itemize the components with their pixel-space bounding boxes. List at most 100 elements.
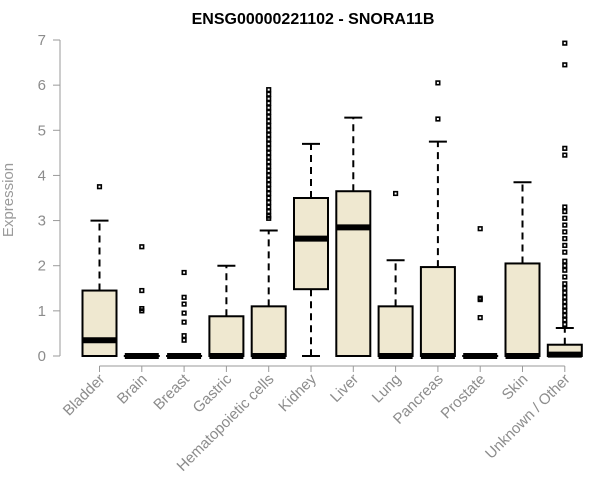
x-tick-label: Liver <box>327 371 362 406</box>
y-tick-label: 4 <box>38 167 46 184</box>
outlier-point <box>181 333 187 339</box>
outlier-point <box>181 310 187 316</box>
outlier-point <box>562 299 568 305</box>
outlier-point <box>562 317 568 323</box>
box-bladder <box>81 184 118 357</box>
box-iqr <box>504 262 541 358</box>
outlier-point <box>266 181 272 188</box>
outlier-point <box>562 145 568 151</box>
box-gastric <box>208 264 245 359</box>
y-tick-label: 3 <box>38 213 46 230</box>
outlier-point <box>562 249 568 255</box>
outlier-point <box>562 152 568 158</box>
outlier-point <box>562 267 568 273</box>
box-iqr <box>335 190 372 357</box>
outlier-point <box>181 294 187 300</box>
outlier-point <box>181 269 187 276</box>
box-iqr <box>419 266 456 357</box>
outlier-point <box>392 190 399 197</box>
outlier-point <box>266 195 272 201</box>
outlier-point <box>266 208 272 215</box>
outlier-point <box>266 163 272 170</box>
y-tick-label: 5 <box>38 122 46 139</box>
y-tick-label: 0 <box>38 348 46 365</box>
outlier-point <box>562 274 568 280</box>
outlier-point <box>562 258 568 264</box>
box-iqr <box>377 305 414 358</box>
outlier-point <box>562 204 568 210</box>
y-tick-label: 6 <box>38 77 46 94</box>
outlier-point <box>266 172 272 179</box>
outlier-point <box>266 204 272 210</box>
outlier-point <box>266 100 272 106</box>
outlier-point <box>266 199 272 206</box>
outlier-point <box>562 215 568 221</box>
outlier-point <box>562 281 568 287</box>
outlier-point <box>266 154 272 160</box>
outlier-point <box>266 177 272 183</box>
outlier-point <box>562 62 568 68</box>
outlier-point <box>562 222 568 228</box>
outlier-point <box>562 208 568 215</box>
outlier-point <box>477 296 483 303</box>
box-prostate <box>462 226 499 359</box>
outlier-point <box>266 145 272 151</box>
outlier-point <box>562 40 568 46</box>
outlier-point <box>266 118 272 124</box>
box-kidney <box>293 142 329 357</box>
outlier-point <box>562 308 568 314</box>
x-tick-label: Breast <box>150 370 193 413</box>
outlier-point <box>266 213 272 219</box>
outlier-point <box>266 136 272 142</box>
outlier-point <box>477 315 483 321</box>
outlier-point <box>266 159 272 165</box>
x-tick-label: Kidney <box>275 370 320 415</box>
box-iqr <box>208 315 245 358</box>
outlier-point <box>562 229 568 235</box>
box-brain <box>123 244 160 359</box>
box-liver <box>335 116 372 357</box>
y-axis: 0 1 2 3 4 5 6 7 <box>38 32 61 365</box>
x-tick-label: Bladder <box>60 371 109 420</box>
x-tick-label: Brain <box>114 371 151 408</box>
outlier-point <box>435 80 441 86</box>
x-tick-label: Skin <box>499 371 532 404</box>
outlier-point <box>139 308 145 314</box>
chart-title: ENSG00000221102 - SNORA11B <box>192 11 435 28</box>
outlier-point <box>266 190 272 197</box>
outlier-point <box>477 226 483 232</box>
box-iqr <box>81 289 118 357</box>
outlier-point <box>266 141 272 147</box>
outlier-point <box>562 312 568 318</box>
box-iqr <box>250 305 287 358</box>
x-tick-label: Prostate <box>437 371 489 423</box>
outlier-point <box>181 301 187 307</box>
outlier-point <box>562 321 568 328</box>
y-axis-title: Expression <box>0 163 17 237</box>
outlier-point <box>266 114 272 120</box>
outlier-point <box>266 123 272 129</box>
outlier-point <box>562 303 568 309</box>
boxes-group <box>81 40 583 359</box>
box-lung <box>377 190 414 359</box>
outlier-point <box>266 105 272 111</box>
outlier-point <box>562 294 568 300</box>
y-tick-label: 7 <box>38 32 46 49</box>
box-skin <box>504 181 541 359</box>
outlier-point <box>139 244 145 250</box>
box-breast <box>166 269 203 359</box>
box-iqr <box>293 197 329 291</box>
y-tick-label: 1 <box>38 303 46 320</box>
outlier-point <box>435 116 441 122</box>
box-pancreas <box>419 80 456 359</box>
outlier-point <box>181 319 187 325</box>
outlier-point <box>266 87 272 93</box>
outlier-point <box>562 263 568 269</box>
outlier-point <box>266 109 272 115</box>
outlier-point <box>562 290 568 296</box>
outlier-point <box>96 184 103 190</box>
box-unknown-other <box>546 40 583 358</box>
outlier-point <box>266 96 272 102</box>
outlier-point <box>266 91 272 97</box>
